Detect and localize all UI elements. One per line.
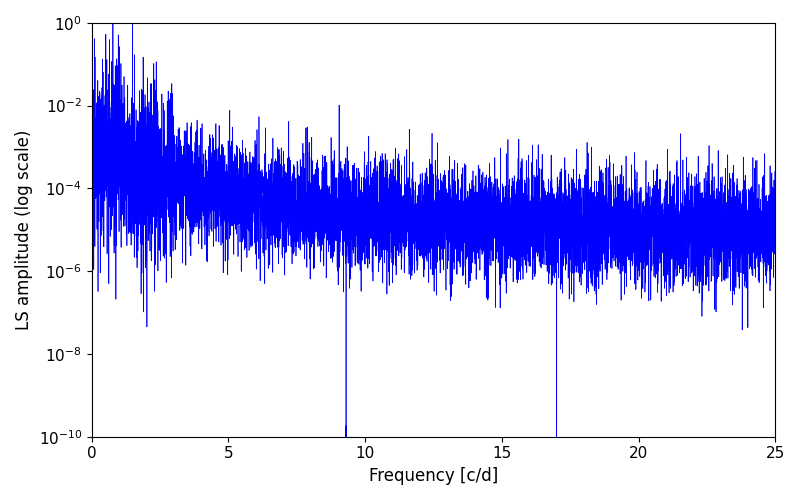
X-axis label: Frequency [c/d]: Frequency [c/d] xyxy=(369,467,498,485)
Y-axis label: LS amplitude (log scale): LS amplitude (log scale) xyxy=(15,130,33,330)
